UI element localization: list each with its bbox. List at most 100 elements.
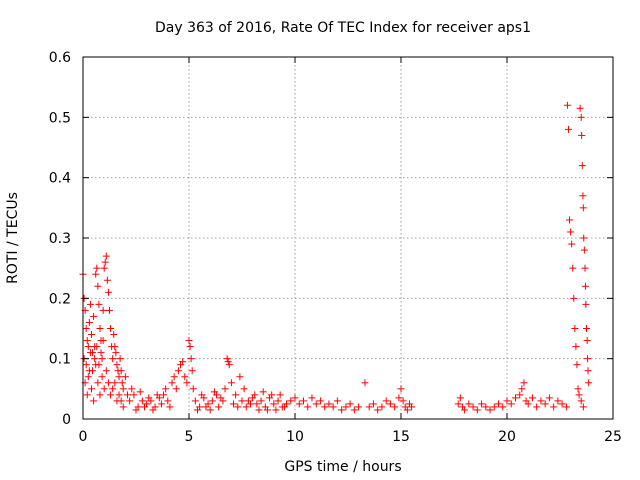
x-tick-label: 0 bbox=[79, 429, 88, 445]
data-point bbox=[569, 264, 577, 272]
data-point bbox=[473, 406, 481, 414]
data-point bbox=[111, 343, 119, 351]
data-point bbox=[126, 397, 134, 405]
data-point bbox=[115, 373, 123, 381]
data-point bbox=[259, 388, 267, 396]
data-point bbox=[202, 403, 210, 411]
data-point bbox=[374, 406, 382, 414]
data-point bbox=[198, 391, 206, 399]
data-point bbox=[520, 379, 528, 387]
data-point bbox=[490, 403, 498, 411]
x-tick-label: 25 bbox=[604, 429, 622, 445]
data-point bbox=[86, 300, 94, 308]
data-point bbox=[287, 397, 295, 405]
data-point bbox=[186, 343, 194, 351]
data-points bbox=[79, 101, 593, 414]
data-point bbox=[87, 331, 95, 339]
data-point bbox=[579, 403, 587, 411]
data-point bbox=[566, 216, 574, 224]
data-point bbox=[188, 367, 196, 375]
data-point bbox=[486, 406, 494, 414]
data-point bbox=[257, 397, 265, 405]
data-point bbox=[98, 355, 106, 363]
data-point bbox=[208, 397, 216, 405]
data-point bbox=[110, 331, 118, 339]
data-point bbox=[577, 113, 585, 121]
data-point bbox=[386, 400, 394, 408]
data-point bbox=[107, 325, 115, 332]
data-point bbox=[149, 406, 157, 414]
data-point bbox=[503, 397, 511, 405]
data-point bbox=[83, 391, 91, 399]
data-point bbox=[528, 394, 536, 402]
chart-title: Day 363 of 2016, Rate Of TEC Index for r… bbox=[155, 20, 531, 36]
data-point bbox=[361, 379, 369, 387]
data-point bbox=[103, 276, 111, 284]
data-point bbox=[168, 379, 176, 387]
data-point bbox=[100, 385, 108, 393]
data-point bbox=[166, 403, 174, 411]
data-point bbox=[568, 240, 576, 248]
data-point bbox=[291, 394, 299, 402]
data-point bbox=[128, 385, 136, 393]
data-point bbox=[187, 355, 195, 363]
data-point bbox=[99, 306, 107, 314]
data-point bbox=[274, 397, 282, 405]
data-point bbox=[583, 337, 591, 345]
data-point bbox=[461, 406, 469, 414]
data-point bbox=[225, 361, 233, 369]
data-point bbox=[117, 367, 125, 375]
data-point bbox=[121, 373, 129, 381]
data-point bbox=[111, 379, 119, 387]
data-point bbox=[584, 355, 592, 363]
data-point bbox=[100, 264, 108, 272]
data-point bbox=[581, 264, 589, 272]
grid bbox=[83, 57, 613, 419]
data-point bbox=[170, 373, 178, 381]
data-point bbox=[478, 400, 486, 408]
data-point bbox=[84, 343, 92, 351]
data-point bbox=[342, 403, 350, 411]
x-tick-label: 5 bbox=[185, 429, 194, 445]
data-point bbox=[98, 373, 106, 381]
data-point bbox=[112, 349, 120, 357]
y-tick-labels: 0 0.1 0.2 0.3 0.4 0.5 0.6 bbox=[49, 50, 71, 428]
data-point bbox=[308, 394, 316, 402]
data-point bbox=[138, 397, 146, 405]
data-point bbox=[97, 349, 105, 357]
data-point bbox=[221, 385, 229, 393]
data-point bbox=[408, 403, 416, 411]
data-point bbox=[101, 258, 109, 266]
x-tick-label: 20 bbox=[498, 429, 516, 445]
data-point bbox=[115, 391, 123, 399]
data-point bbox=[268, 391, 276, 399]
data-point bbox=[272, 406, 280, 414]
data-point bbox=[382, 397, 390, 405]
data-point bbox=[240, 385, 248, 393]
data-point bbox=[255, 406, 263, 414]
data-point bbox=[145, 394, 153, 402]
data-point bbox=[251, 391, 259, 399]
data-point bbox=[325, 400, 333, 408]
data-point bbox=[295, 400, 303, 408]
data-point bbox=[316, 397, 324, 405]
data-point bbox=[533, 403, 541, 411]
data-point bbox=[378, 403, 386, 411]
data-point bbox=[570, 294, 578, 302]
data-point bbox=[355, 403, 363, 411]
data-point bbox=[136, 388, 144, 396]
data-point bbox=[95, 300, 103, 308]
data-point bbox=[93, 343, 101, 351]
data-point bbox=[246, 400, 254, 408]
data-point bbox=[507, 400, 515, 408]
data-point bbox=[299, 397, 307, 405]
data-point bbox=[575, 391, 583, 399]
data-point bbox=[465, 400, 473, 408]
data-point bbox=[403, 406, 411, 414]
data-point bbox=[562, 403, 570, 411]
data-point bbox=[185, 337, 193, 345]
data-point bbox=[92, 270, 100, 278]
y-tick-label: 0.2 bbox=[49, 291, 71, 307]
data-point bbox=[550, 403, 558, 411]
